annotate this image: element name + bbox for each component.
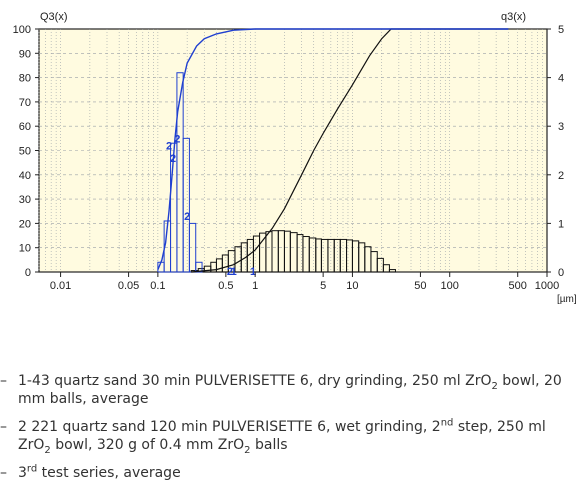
density-bar <box>182 137 190 273</box>
legend-3-text: 3 <box>18 465 27 481</box>
right-axis-label: q3(x) <box>501 11 526 23</box>
density-bar <box>195 261 203 273</box>
legend-2-text-c: bowl, 320 g of 0.4 mm ZrO <box>50 437 245 453</box>
legend: – 1-43 quartz sand 30 min PULVERISETTE 6… <box>0 372 581 492</box>
legend-1-text-end: bowl, 20 mm balls, average <box>18 373 562 407</box>
y-left-tick-label: 10 <box>19 243 31 255</box>
density-bar <box>382 264 390 273</box>
left-axis-label: Q3(x) <box>40 11 68 23</box>
x-tick-label: 0.01 <box>50 280 71 292</box>
legend-dash: – <box>0 373 7 389</box>
legend-dash: – <box>0 465 7 481</box>
x-tick-label: 5 <box>320 280 326 292</box>
series-marker-label: 2 <box>184 211 190 223</box>
x-tick-label: 10 <box>346 280 358 292</box>
x-tick-label: 1 <box>252 280 258 292</box>
x-axis-unit: [µm] <box>557 294 577 305</box>
legend-2-text-d: balls <box>250 437 288 453</box>
x-tick-label: 100 <box>441 280 459 292</box>
legend-2-text: 2 221 quartz sand 120 min PULVERISETTE 6… <box>18 419 441 435</box>
legend-1-subscript: 2 <box>491 380 498 392</box>
density-bar <box>388 269 396 273</box>
y-left-tick-label: 80 <box>19 73 31 85</box>
legend-item-2: – 2 221 quartz sand 120 min PULVERISETTE… <box>0 417 581 456</box>
y-left-tick-label: 50 <box>19 146 31 158</box>
x-tick-label: 500 <box>509 280 527 292</box>
y-left-tick-label: 90 <box>19 48 31 60</box>
series-marker-label: 1 <box>250 266 256 278</box>
y-right-tick-label: 4 <box>558 73 564 85</box>
legend-dash: – <box>0 419 7 435</box>
y-left-tick-label: 30 <box>19 194 31 206</box>
series-1-cumulative-line <box>157 28 509 270</box>
x-tick-label: 1000 <box>535 280 559 292</box>
y-left-tick-label: 100 <box>13 24 31 36</box>
legend-2-superscript: nd <box>440 417 454 429</box>
y-left-tick-label: 40 <box>19 170 31 182</box>
y-left-tick-label: 0 <box>25 267 31 279</box>
y-right-tick-label: 2 <box>558 170 564 182</box>
y-right-tick-label: 1 <box>558 218 564 230</box>
legend-3-superscript: rd <box>26 463 38 475</box>
series-marker-label: 2 <box>170 153 176 165</box>
grid-lines <box>38 29 547 272</box>
y-left-tick-label: 70 <box>19 97 31 109</box>
legend-2-text-b: step, 250 ml ZrO <box>18 419 546 453</box>
y-right-tick-label: 0 <box>558 267 564 279</box>
legend-3-text-end: test series, average <box>37 465 181 481</box>
y-left-tick-label: 20 <box>19 218 31 230</box>
series-2-density-bars <box>190 230 396 273</box>
legend-item-3: – 3rd test series, average <box>0 464 581 482</box>
x-tick-label: 0.05 <box>118 280 139 292</box>
y-right-tick-label: 3 <box>558 121 564 133</box>
y-left-tick-label: 60 <box>19 121 31 133</box>
series-1-density-bars <box>157 72 203 273</box>
y-right-tick-label: 5 <box>558 24 564 36</box>
series-marker-label: 2 <box>166 141 172 153</box>
legend-2-subscript-b: 2 <box>44 444 51 456</box>
legend-item-1: – 1-43 quartz sand 30 min PULVERISETTE 6… <box>0 372 581 408</box>
legend-2-subscript-c: 2 <box>244 444 251 456</box>
legend-1-text: 1-43 quartz sand 30 min PULVERISETTE 6, … <box>18 373 492 389</box>
x-tick-label: 0.5 <box>218 280 233 292</box>
x-tick-label: 50 <box>414 280 426 292</box>
series-marker-label: 2 <box>227 266 233 278</box>
series-marker-label: 1 <box>231 266 237 278</box>
series-2-cumulative-line <box>191 28 509 273</box>
series-marker-label: 2 <box>174 133 180 145</box>
x-tick-label: 0.1 <box>150 280 165 292</box>
